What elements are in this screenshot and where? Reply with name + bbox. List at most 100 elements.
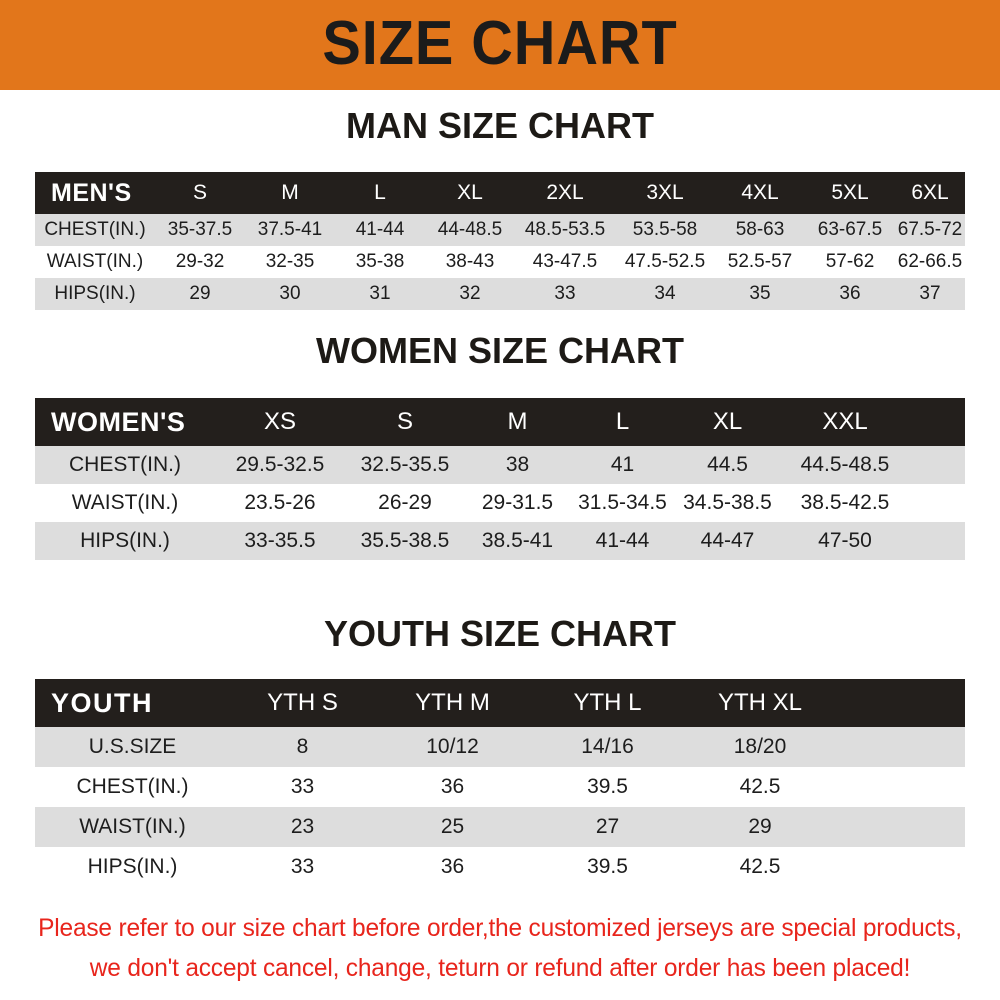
youth-cell-2-4	[835, 807, 965, 847]
youth-cell-3-4	[835, 847, 965, 887]
table-row: HIPS(IN.) 33-35.5 35.5-38.5 38.5-41 41-4…	[35, 522, 965, 560]
table-row: CHEST(IN.) 35-37.5 37.5-41 41-44 44-48.5…	[35, 214, 965, 246]
youth-cell-2-0: 23	[290, 815, 315, 838]
women-cell-2-3: 41-44	[595, 529, 650, 552]
women-col-6	[910, 398, 965, 446]
man-col-4: 2XL	[546, 181, 584, 204]
youth-col-1: YTH M	[415, 689, 490, 716]
youth-cell-3-0: 33	[290, 855, 315, 878]
youth-section-title: YOUTH SIZE CHART	[323, 613, 676, 654]
man-cell-2-3: 32	[459, 283, 481, 304]
women-cell-2-5: 47-50	[818, 529, 872, 552]
man-cell-1-0: 29-32	[175, 251, 225, 272]
women-cell-0-4: 44.5	[707, 453, 748, 476]
women-col-1: S	[396, 408, 413, 435]
table-header-row: YOUTH YTH S YTH M YTH L YTH XL	[35, 679, 965, 727]
women-cell-2-1: 35.5-38.5	[360, 529, 450, 552]
man-row-2-label: HIPS(IN.)	[54, 283, 136, 304]
footer-disclaimer: Please refer to our size chart before or…	[0, 908, 1000, 988]
man-cell-2-8: 37	[919, 283, 941, 304]
youth-cell-2-3: 29	[748, 815, 772, 838]
man-size-table: MEN'S S M L XL 2XL 3XL 4XL 5XL 6XL CHEST…	[35, 172, 965, 310]
man-col-1: M	[281, 181, 299, 204]
youth-cell-0-0: 8	[296, 735, 309, 758]
youth-cell-0-1: 10/12	[426, 735, 479, 758]
women-cell-1-5: 38.5-42.5	[800, 491, 890, 514]
youth-cell-0-2: 14/16	[581, 735, 634, 758]
table-row: WAIST(IN.) 23 25 27 29	[35, 807, 965, 847]
youth-size-table: YOUTH YTH S YTH M YTH L YTH XL U.S.SIZE …	[35, 679, 965, 887]
youth-cell-2-2: 27	[595, 815, 620, 838]
women-cell-0-6	[910, 446, 965, 484]
women-cell-2-4: 44-47	[700, 529, 755, 552]
youth-corner-label: YOUTH	[51, 687, 153, 718]
women-section-title: WOMEN SIZE CHART	[316, 330, 684, 371]
youth-col-3: YTH XL	[717, 689, 803, 716]
women-row-2-label: HIPS(IN.)	[80, 529, 170, 552]
man-col-3: XL	[457, 181, 483, 204]
man-cell-2-1: 30	[279, 283, 301, 304]
man-cell-1-5: 47.5-52.5	[624, 251, 706, 272]
youth-cell-1-4	[835, 767, 965, 807]
man-cell-2-2: 31	[369, 283, 391, 304]
man-cell-0-0: 35-37.5	[167, 219, 233, 240]
youth-cell-1-2: 39.5	[587, 775, 628, 798]
man-cell-0-1: 37.5-41	[257, 219, 323, 240]
youth-row-3-label: HIPS(IN.)	[87, 855, 178, 878]
man-cell-1-1: 32-35	[265, 251, 315, 272]
table-row: CHEST(IN.) 33 36 39.5 42.5	[35, 767, 965, 807]
women-col-3: L	[615, 408, 630, 435]
page-title: SIZE CHART	[322, 9, 678, 78]
women-cell-1-3: 31.5-34.5	[578, 491, 667, 514]
youth-cell-2-1: 25	[440, 815, 465, 838]
man-section-title: MAN SIZE CHART	[346, 105, 654, 146]
youth-row-0-label: U.S.SIZE	[88, 735, 177, 758]
women-cell-1-1: 26-29	[378, 491, 432, 514]
man-cell-1-4: 43-47.5	[532, 251, 598, 272]
table-row: WAIST(IN.) 23.5-26 26-29 29-31.5 31.5-34…	[35, 484, 965, 522]
youth-col-2: YTH L	[573, 689, 642, 716]
table-header-row: WOMEN'S XS S M L XL XXL	[35, 398, 965, 446]
women-cell-2-0: 33-35.5	[244, 529, 316, 552]
table-row: U.S.SIZE 8 10/12 14/16 18/20	[35, 727, 965, 767]
man-cell-0-7: 63-67.5	[817, 219, 883, 240]
man-cell-2-7: 36	[839, 283, 861, 304]
youth-row-1-label: CHEST(IN.)	[76, 775, 189, 798]
man-cell-0-5: 53.5-58	[632, 219, 698, 240]
man-cell-2-5: 34	[654, 283, 676, 304]
man-cell-0-4: 48.5-53.5	[524, 219, 606, 240]
footer-line-2: we don't accept cancel, change, teturn o…	[89, 954, 911, 982]
man-col-2: L	[374, 181, 386, 204]
table-header-row: MEN'S S M L XL 2XL 3XL 4XL 5XL 6XL	[35, 172, 965, 214]
women-row-0-label: CHEST(IN.)	[69, 453, 181, 476]
man-cell-2-0: 29	[189, 283, 211, 304]
women-cell-2-6	[910, 522, 965, 560]
man-cell-1-2: 35-38	[355, 251, 405, 272]
youth-col-4	[835, 679, 965, 727]
youth-cell-1-3: 42.5	[739, 775, 781, 798]
man-cell-0-6: 58-63	[735, 219, 785, 240]
youth-row-2-label: WAIST(IN.)	[79, 815, 186, 838]
women-cell-1-6	[910, 484, 965, 522]
women-size-table: WOMEN'S XS S M L XL XXL CHEST(IN.) 29.5-…	[35, 398, 965, 560]
women-cell-0-0: 29.5-32.5	[235, 453, 325, 476]
women-cell-0-1: 32.5-35.5	[360, 453, 450, 476]
man-cell-1-3: 38-43	[445, 251, 495, 272]
youth-cell-0-4	[835, 727, 965, 767]
man-col-7: 5XL	[831, 181, 869, 204]
page-banner: SIZE CHART	[0, 0, 1000, 90]
man-cell-0-8: 67.5-72	[897, 219, 963, 240]
man-row-1-label: WAIST(IN.)	[46, 251, 144, 272]
women-cell-0-5: 44.5-48.5	[800, 453, 890, 476]
youth-cell-3-3: 42.5	[739, 855, 781, 878]
women-cell-0-2: 38	[505, 453, 530, 476]
women-cell-1-4: 34.5-38.5	[683, 491, 772, 514]
man-cell-2-4: 33	[554, 283, 576, 304]
women-col-5: XXL	[822, 408, 868, 435]
women-cell-1-2: 29-31.5	[481, 491, 554, 514]
women-corner-label: WOMEN'S	[51, 406, 186, 437]
youth-cell-3-2: 39.5	[587, 855, 628, 878]
table-row: WAIST(IN.) 29-32 32-35 35-38 38-43 43-47…	[35, 246, 965, 278]
women-cell-2-2: 38.5-41	[481, 529, 554, 552]
